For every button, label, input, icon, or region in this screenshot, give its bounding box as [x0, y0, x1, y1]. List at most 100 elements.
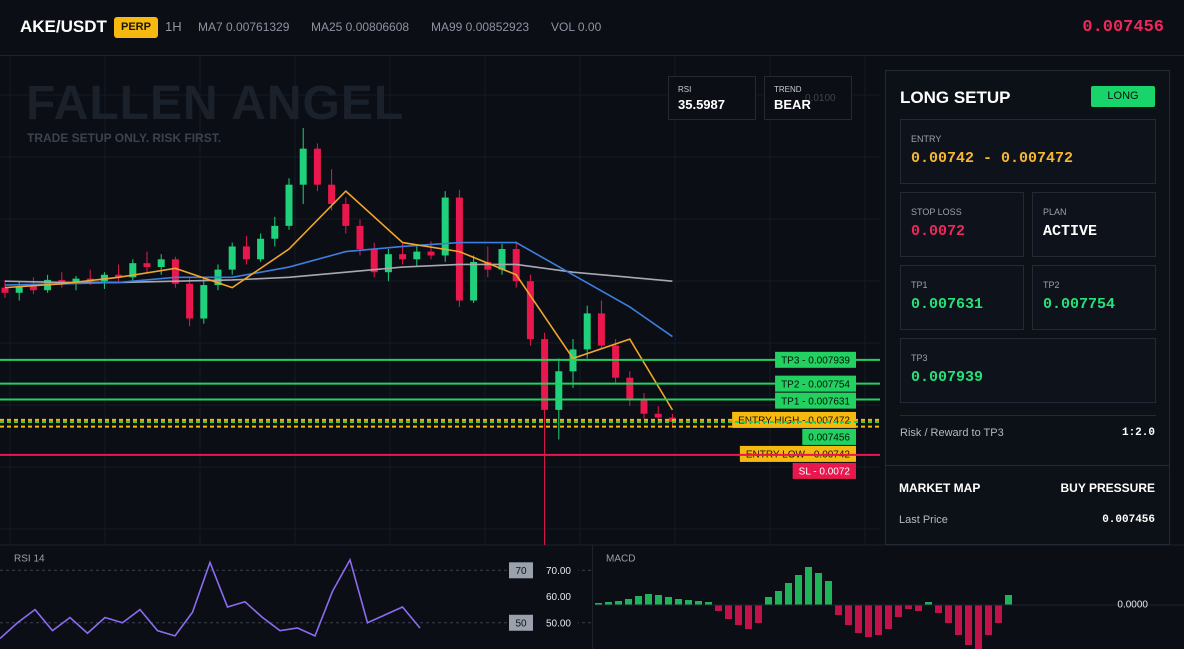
- macd-bar: [805, 567, 812, 605]
- level-label-bg: [739, 445, 856, 462]
- macd-bar: [885, 605, 892, 629]
- candle-body: [72, 278, 80, 284]
- trend-label: TREND: [774, 85, 802, 94]
- level-label-bg: [775, 375, 856, 392]
- rsi-tick-bg: [534, 562, 578, 579]
- rsi-tick-label: 60.00: [546, 592, 571, 603]
- macd-bar: [605, 602, 612, 605]
- macd-bar: [945, 605, 952, 623]
- candle-body: [143, 263, 151, 268]
- setup-panel: LONG SETUP LONG ENTRY 0.00742 - 0.007472…: [885, 70, 1170, 466]
- rsi-tick-label: 50.00: [546, 618, 571, 629]
- candle-body: [257, 238, 265, 260]
- market-map: MARKET MAP BUY PRESSURE Last Price 0.007…: [885, 465, 1170, 545]
- macd-bar: [715, 605, 722, 611]
- candle-body: [470, 261, 478, 301]
- rsi-band-badge: [509, 614, 533, 631]
- macd-bar: [745, 605, 752, 629]
- candle-body: [399, 254, 407, 260]
- macd-bar: [795, 575, 802, 605]
- rsi-band-label: 50: [515, 618, 527, 629]
- tp2-card: TP2 0.007754: [1032, 265, 1156, 330]
- entry-value: 0.00742 - 0.007472: [911, 150, 1074, 167]
- candle-body: [441, 197, 449, 256]
- macd-bar: [955, 605, 962, 635]
- rsi-tick-label: 70.00: [546, 566, 571, 577]
- rsi-band-label: 70: [515, 566, 527, 577]
- candle-body: [242, 246, 250, 260]
- macd-bar: [685, 600, 692, 605]
- rsi-band-badge: [509, 562, 533, 579]
- candle-body: [541, 339, 549, 410]
- last-price-label: Last Price: [899, 514, 948, 526]
- candle-body: [654, 413, 662, 418]
- ma7-readout: MA7 0.00761329: [198, 20, 290, 34]
- candle-body: [228, 246, 236, 270]
- market-status: BUY PRESSURE: [1060, 481, 1155, 495]
- interval[interactable]: 1H: [165, 19, 182, 34]
- macd-bar: [785, 583, 792, 605]
- macd-bar: [965, 605, 972, 645]
- macd-bar: [615, 601, 622, 605]
- perp-badge: PERP: [114, 17, 158, 38]
- axis-hint: 0.0100: [805, 93, 836, 104]
- candle-body: [15, 286, 23, 293]
- macd-tick-label: 0.0000: [1117, 600, 1148, 611]
- macd-bar: [595, 603, 602, 605]
- candle-body: [299, 148, 307, 185]
- candle-body: [186, 283, 194, 319]
- macd-title: MACD: [606, 554, 635, 565]
- tp2-value: 0.007754: [1043, 296, 1116, 313]
- candle-body: [157, 259, 165, 268]
- candle-body: [129, 263, 137, 278]
- plan-label: PLAN: [1043, 207, 1067, 217]
- candle-body: [285, 184, 293, 226]
- macd-bar: [895, 605, 902, 617]
- divider: [900, 415, 1156, 416]
- rsi-tick-bg: [534, 588, 578, 605]
- candle-body: [356, 225, 364, 250]
- level-label-bg: [802, 428, 856, 445]
- candle-body: [370, 249, 378, 273]
- macd-bar: [705, 602, 712, 605]
- macd-bar: [735, 605, 742, 625]
- candle-body: [171, 259, 179, 284]
- candle-body: [498, 249, 506, 270]
- tp3-label: TP3: [911, 353, 928, 363]
- trend-box: TREND 0.0100 BEAR: [764, 76, 852, 120]
- macd-bar: [825, 581, 832, 605]
- candle-body: [100, 274, 108, 282]
- trend-value: BEAR: [774, 97, 811, 112]
- macd-bar: [695, 601, 702, 605]
- macd-bar: [815, 573, 822, 605]
- setup-title: LONG SETUP: [900, 88, 1011, 107]
- macd-bar: [875, 605, 882, 635]
- macd-panel-bg: [593, 545, 1184, 649]
- candle-body: [612, 345, 620, 378]
- macd-bar: [845, 605, 852, 625]
- macd-bar: [995, 605, 1002, 623]
- macd-bar: [645, 594, 652, 605]
- moving-average: [4, 241, 673, 338]
- last-price: 0.007456: [1082, 18, 1164, 37]
- macd-bar: [765, 597, 772, 605]
- long-badge: LONG: [1091, 86, 1155, 107]
- tp1-card: TP1 0.007631: [900, 265, 1024, 330]
- candle-body: [1, 287, 9, 293]
- candle-body: [526, 281, 534, 340]
- level-label: SL - 0.0072: [799, 467, 851, 478]
- macd-bar: [625, 599, 632, 605]
- candle-body: [200, 285, 208, 319]
- stop-card: STOP LOSS 0.0072: [900, 192, 1024, 257]
- level-label: TP1 - 0.007631: [781, 396, 850, 407]
- watermark: FALLEN ANGEL: [26, 77, 405, 130]
- macd-bar: [865, 605, 872, 637]
- macd-bar: [835, 605, 842, 615]
- moving-average: [4, 190, 674, 411]
- rsi-panel-bg: [0, 545, 592, 649]
- candle-body: [342, 203, 350, 226]
- level-label: 0.007456: [808, 433, 850, 444]
- candle-body: [484, 261, 492, 270]
